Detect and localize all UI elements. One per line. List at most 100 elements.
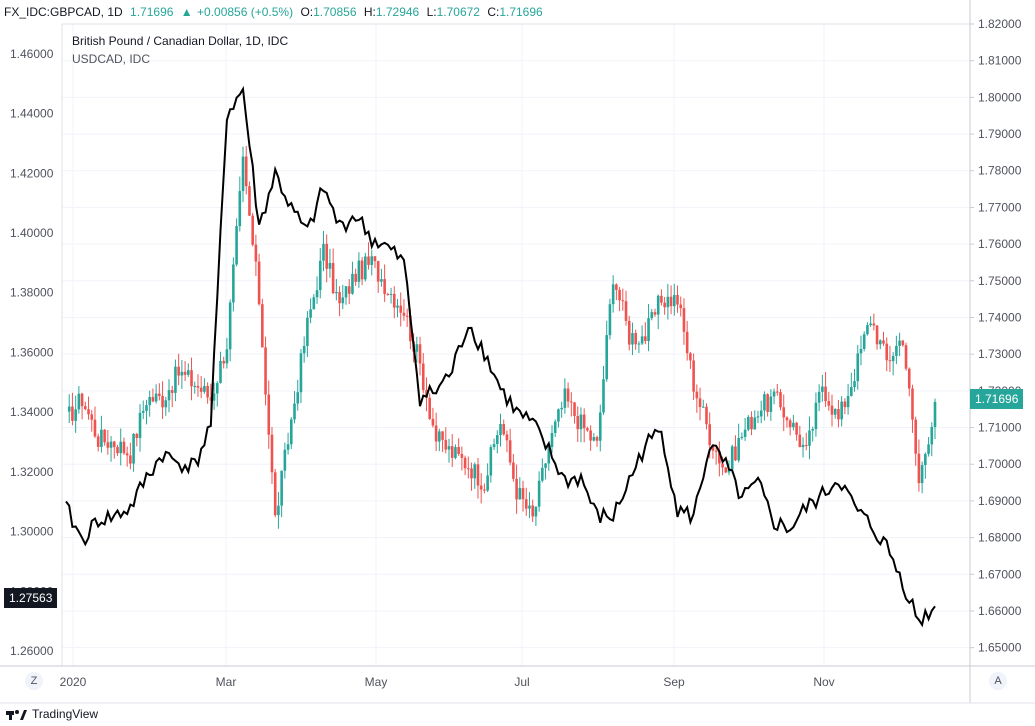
candle-body [180, 371, 184, 376]
candle-body [444, 439, 448, 450]
candle-body [77, 393, 81, 410]
candle-body [228, 302, 232, 350]
low-value: 1.70672 [436, 5, 480, 19]
candle-body [618, 289, 621, 301]
candle-body [656, 295, 660, 315]
candle-body [248, 186, 251, 216]
candle-body [286, 444, 290, 450]
candle-body [685, 331, 689, 354]
candle-body [814, 402, 818, 430]
overlay-line [65, 85, 936, 628]
candle-body [804, 444, 808, 446]
candle-body [914, 419, 917, 454]
candle-body [154, 393, 158, 402]
left-tick-label: 1.30000 [10, 525, 54, 539]
candle-body [753, 417, 757, 430]
candle-body [254, 244, 258, 262]
candle-body [679, 304, 683, 309]
candle-body [100, 429, 103, 447]
candle-body [714, 450, 718, 452]
candle-body [695, 391, 699, 399]
candle-body [335, 292, 338, 294]
right-tick-label: 1.66000 [978, 604, 1022, 618]
candle-body [843, 401, 847, 408]
candle-body [598, 412, 602, 441]
candle-body [615, 284, 618, 290]
candle-body [122, 441, 126, 454]
candle-body [528, 505, 531, 509]
left-tick-label: 1.46000 [10, 47, 54, 61]
candle-body [521, 488, 525, 500]
candle-body [734, 446, 737, 461]
candle-body [325, 243, 328, 269]
candle-body [148, 397, 151, 406]
candle-body [244, 156, 248, 187]
x-tick-label: Sep [663, 675, 685, 689]
candle-body [331, 263, 335, 294]
right-tick-label: 1.71000 [978, 421, 1022, 435]
candle-body [850, 387, 853, 396]
candle-body [119, 441, 123, 454]
candle-body [660, 295, 663, 303]
open-label: O: [300, 5, 314, 19]
candle-body [93, 419, 97, 437]
candle-body [283, 449, 287, 471]
symbol-name[interactable]: FX_IDC:GBPCAD, 1D [4, 5, 123, 19]
candle-body [96, 436, 100, 447]
legend-overlay[interactable]: USDCAD, IDC [72, 52, 151, 66]
candle-body [402, 312, 406, 316]
legend-main[interactable]: British Pound / Canadian Dollar, 1D, IDC [72, 34, 289, 48]
candle-body [495, 435, 499, 445]
x-tick-label: May [365, 675, 388, 689]
low-label: L: [426, 5, 437, 19]
right-last-price-label: 1.71696 [970, 389, 1024, 409]
change-arrow-icon: ▲ [180, 5, 193, 19]
candle-body [705, 406, 708, 425]
candle-body [190, 370, 193, 387]
candle-body [376, 261, 380, 282]
high-value: 1.72946 [375, 5, 420, 19]
candle-body [708, 424, 712, 446]
candle-body [71, 406, 74, 421]
candle-body [338, 292, 341, 304]
candle-body [682, 308, 686, 332]
candle-body [747, 416, 750, 430]
x-tick-label: Jul [514, 675, 529, 689]
candle-body [129, 455, 132, 464]
open-value: 1.70856 [313, 5, 357, 19]
candle-body [418, 344, 422, 364]
candle-body [920, 465, 924, 484]
right-tick-label: 1.65000 [978, 641, 1022, 655]
right-tick-label: 1.81000 [978, 54, 1022, 68]
left-tick-label: 1.38000 [10, 286, 54, 300]
candle-body [138, 412, 142, 439]
candle-body [373, 256, 377, 262]
candle-body [785, 417, 789, 421]
candle-body [888, 360, 892, 362]
candle-body [563, 388, 567, 408]
left-tick-label: 1.34000 [10, 405, 54, 419]
candle-body [238, 191, 242, 227]
left-tick-label: 1.32000 [10, 465, 54, 479]
x-tick-label: 2020 [60, 675, 87, 689]
candle-body [669, 296, 673, 307]
candle-body [512, 462, 515, 479]
candle-body [895, 345, 898, 356]
left-tick-label: 1.40000 [10, 226, 54, 240]
x-tick-label: Mar [216, 675, 237, 689]
timezone-button[interactable]: Z [25, 672, 43, 690]
candle-body [505, 434, 509, 441]
tradingview-logo[interactable]: TradingView [6, 703, 98, 726]
auto-scale-button[interactable]: A [989, 672, 1007, 690]
candle-body [299, 353, 303, 393]
right-tick-label: 1.69000 [978, 494, 1022, 508]
candle-body [257, 261, 261, 305]
candle-body [653, 312, 657, 315]
candle-body [80, 393, 84, 407]
symbol-header: FX_IDC:GBPCAD, 1D 1.71696 ▲ +0.00856 (+0… [0, 0, 1035, 24]
candle-body [869, 323, 872, 326]
candle-body [492, 444, 496, 448]
right-tick-label: 1.79000 [978, 127, 1022, 141]
candle-body [273, 472, 277, 516]
